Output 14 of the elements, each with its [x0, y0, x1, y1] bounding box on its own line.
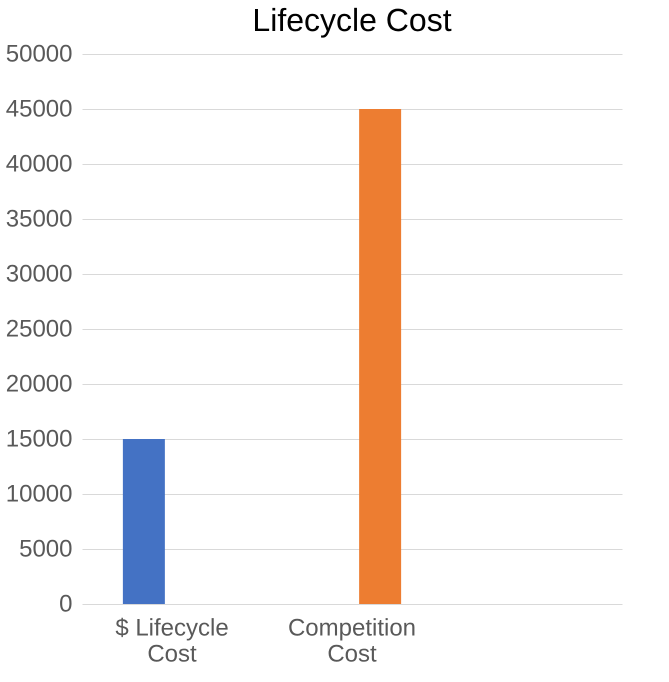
x-tick-label: $ Lifecycle Cost [115, 614, 229, 668]
y-tick-label: 25000 [6, 316, 72, 342]
chart-title: Lifecycle Cost [252, 2, 452, 38]
y-tick-label: 45000 [6, 96, 72, 122]
y-tick-label: 10000 [6, 480, 72, 508]
y-tick-label: 35000 [6, 206, 72, 232]
y-tick-label: 20000 [6, 370, 72, 398]
y-tick-label: 5000 [19, 536, 72, 562]
y-tick-label: 30000 [6, 260, 72, 288]
y-tick-label: 15000 [6, 426, 72, 452]
y-tick-label: 50000 [6, 40, 72, 68]
y-tick-label: 0 [59, 590, 72, 618]
y-tick-label: 40000 [6, 150, 72, 178]
x-tick-label: Competition Cost [288, 614, 416, 668]
